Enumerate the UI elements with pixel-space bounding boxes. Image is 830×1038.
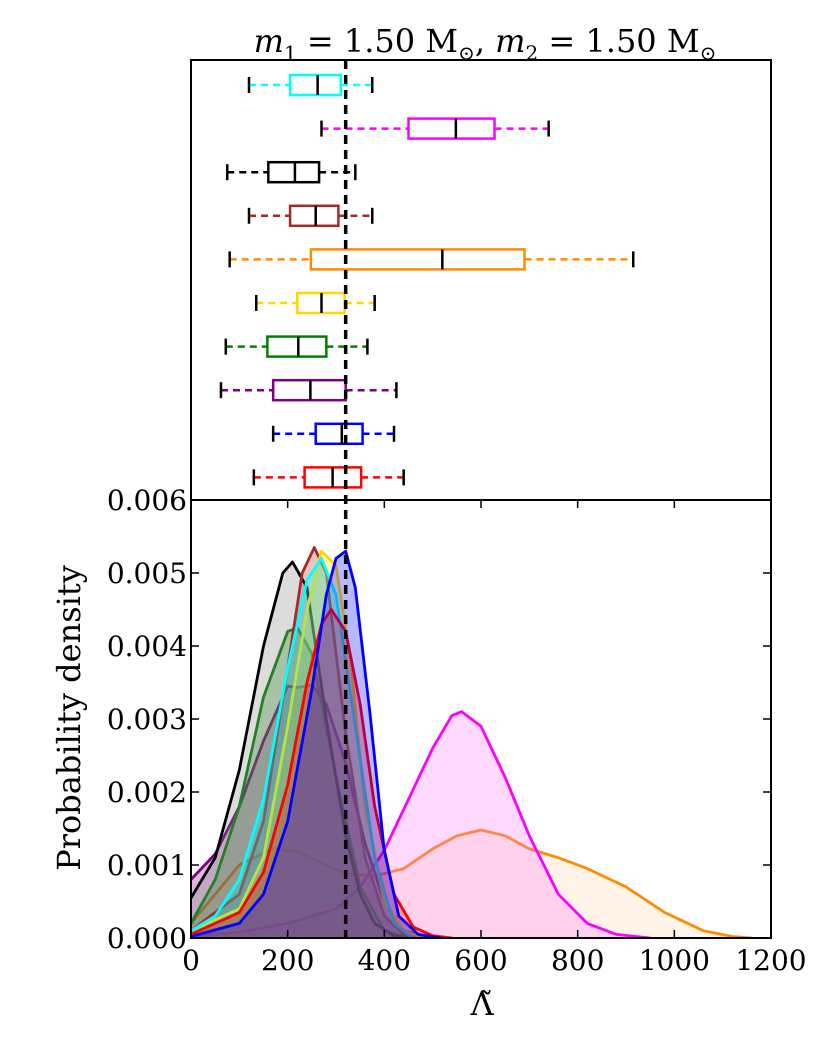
x-axis-label: Λ̃	[469, 985, 494, 1023]
box-5	[228, 248, 635, 271]
chart-title: m1 = 1.50 M⊙, m2 = 1.50 M⊙	[254, 22, 717, 65]
density-fill-7	[191, 551, 423, 938]
x-tick-label: 400	[358, 944, 411, 977]
density-fill-3	[191, 684, 443, 938]
iqr-box	[266, 335, 328, 358]
density-line-10	[191, 549, 443, 938]
x-tick-label: 200	[261, 944, 314, 977]
y-tick-label: 0.005	[107, 557, 187, 590]
iqr-box	[288, 73, 343, 97]
y-tick-label: 0.001	[107, 849, 187, 882]
box-10	[252, 466, 405, 489]
density-fill-6	[191, 547, 423, 938]
box-6	[255, 291, 376, 315]
iqr-box	[288, 204, 340, 228]
x-tick-label: 1000	[639, 944, 710, 977]
axes: 0 200 400 600 800 1000 1200 0.000 0.001 0.002 0.00…	[107, 59, 807, 977]
iqr-box	[314, 422, 364, 446]
x-tick-label: 800	[551, 944, 604, 977]
y-tick-label: 0.004	[107, 630, 187, 663]
density-line-9	[191, 608, 453, 938]
box-1	[247, 73, 374, 97]
density-line-1	[191, 828, 752, 938]
x-tick-label: 1200	[735, 944, 806, 977]
iqr-box	[407, 117, 496, 140]
y-axis-label: Probability density	[50, 565, 88, 871]
box-4	[247, 204, 374, 228]
density-fill-2	[191, 711, 651, 938]
density-curves	[191, 546, 752, 938]
box-2	[320, 117, 550, 140]
y-tick-label: 0.003	[107, 703, 187, 736]
density-fill-10	[191, 551, 443, 938]
y-tick-label: 0.000	[107, 922, 187, 955]
density-line-7	[191, 549, 424, 938]
density-line-2	[191, 710, 651, 938]
x-tick-label: 0	[182, 944, 200, 977]
box-9	[271, 422, 396, 446]
x-tick-label: 600	[454, 944, 507, 977]
box-8	[219, 378, 398, 402]
density-panel	[191, 546, 752, 938]
iqr-box	[309, 248, 526, 271]
box-3	[226, 160, 357, 184]
density-line-5	[191, 560, 414, 938]
density-fill-9	[191, 609, 452, 938]
density-line-8	[191, 557, 415, 938]
box-7	[224, 335, 369, 358]
y-tick-label: 0.006	[107, 484, 187, 517]
box-plot-panel	[219, 73, 635, 489]
y-tick-label: 0.002	[107, 776, 187, 809]
